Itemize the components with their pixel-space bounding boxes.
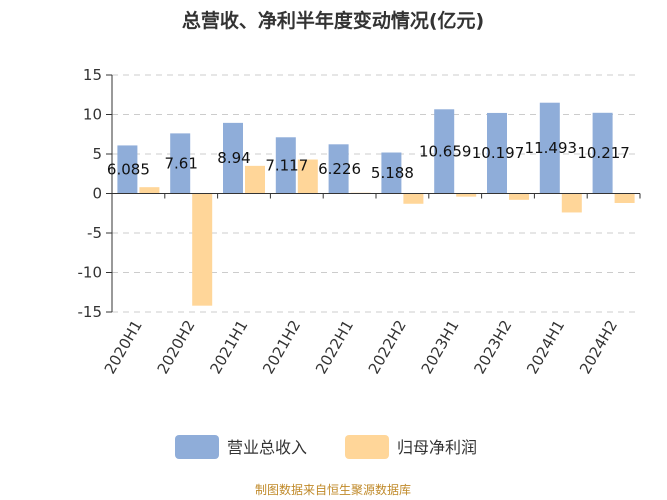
bar-revenue[interactable] xyxy=(328,144,349,194)
y-tick-label: -10 xyxy=(78,264,103,282)
data-label-revenue: 10.197 xyxy=(472,144,525,162)
bar-profit[interactable] xyxy=(403,193,424,204)
bar-revenue[interactable] xyxy=(117,145,138,194)
legend-swatch-profit xyxy=(345,435,389,459)
x-tick-label: 2022H1 xyxy=(312,317,357,377)
x-tick-label: 2023H1 xyxy=(418,317,463,377)
bars xyxy=(117,102,635,306)
data-label-revenue: 5.188 xyxy=(371,164,414,182)
bar-profit[interactable] xyxy=(245,165,265,194)
y-tick-label: 5 xyxy=(92,145,102,163)
bar-profit[interactable] xyxy=(614,193,635,203)
chart-title: 总营收、净利半年度变动情况(亿元) xyxy=(182,9,484,32)
bar-revenue[interactable] xyxy=(381,152,402,194)
data-label-revenue: 10.659 xyxy=(419,142,472,160)
x-tick-label: 2024H2 xyxy=(576,317,621,377)
legend[interactable]: 营业总收入 归母净利润 xyxy=(175,435,477,459)
data-label-revenue: 6.226 xyxy=(318,160,361,178)
y-tick-label: -5 xyxy=(87,224,102,242)
bar-revenue[interactable] xyxy=(223,122,243,194)
bar-profit[interactable] xyxy=(139,187,160,194)
x-tick-label: 2020H2 xyxy=(154,317,199,377)
bar-profit[interactable] xyxy=(509,193,529,200)
y-tick-label: 0 xyxy=(92,185,102,203)
data-label-revenue: 7.61 xyxy=(164,154,197,172)
bar-profit[interactable] xyxy=(192,193,213,306)
data-source: 制图数据来自恒生聚源数据库 xyxy=(255,482,411,497)
data-label-revenue: 7.117 xyxy=(265,156,308,174)
x-tick-label: 2023H2 xyxy=(470,317,515,377)
y-tick-label: 10 xyxy=(83,106,102,124)
data-label-revenue: 6.085 xyxy=(107,160,150,178)
data-label-revenue: 10.217 xyxy=(577,144,630,162)
x-tick-label: 2020H1 xyxy=(101,317,146,377)
legend-swatch-revenue xyxy=(175,435,219,459)
bar-revenue[interactable] xyxy=(170,133,191,194)
y-tick-label: 15 xyxy=(83,66,102,84)
bar-profit[interactable] xyxy=(456,193,477,197)
data-labels: 6.085 7.61 8.94 7.117 6.226 5.188 10.659 10.197… xyxy=(107,139,630,182)
data-label-revenue: 8.94 xyxy=(217,149,250,167)
bar-revenue[interactable] xyxy=(487,112,507,194)
bar-profit[interactable] xyxy=(297,159,318,194)
bar-revenue[interactable] xyxy=(275,137,296,194)
data-label-revenue: 11.493 xyxy=(525,139,578,157)
x-axis: 2020H1 2020H2 2021H1 2021H2 2022H1 2022H2 2023… xyxy=(101,193,641,377)
legend-label-revenue[interactable]: 营业总收入 xyxy=(227,438,307,457)
x-tick-label: 2024H1 xyxy=(523,317,568,377)
bar-revenue[interactable] xyxy=(434,109,455,194)
x-tick-label: 2022H2 xyxy=(365,317,410,377)
x-tick-label: 2021H1 xyxy=(206,317,251,377)
x-tick-label: 2021H2 xyxy=(259,317,304,377)
legend-label-profit[interactable]: 归母净利润 xyxy=(397,438,477,457)
bar-revenue[interactable] xyxy=(592,112,613,194)
y-tick-label: -15 xyxy=(78,303,103,321)
bar-revenue[interactable] xyxy=(539,102,560,194)
bar-profit[interactable] xyxy=(561,193,582,213)
y-axis: 15 10 5 0 -5 -10 -15 xyxy=(78,66,113,321)
